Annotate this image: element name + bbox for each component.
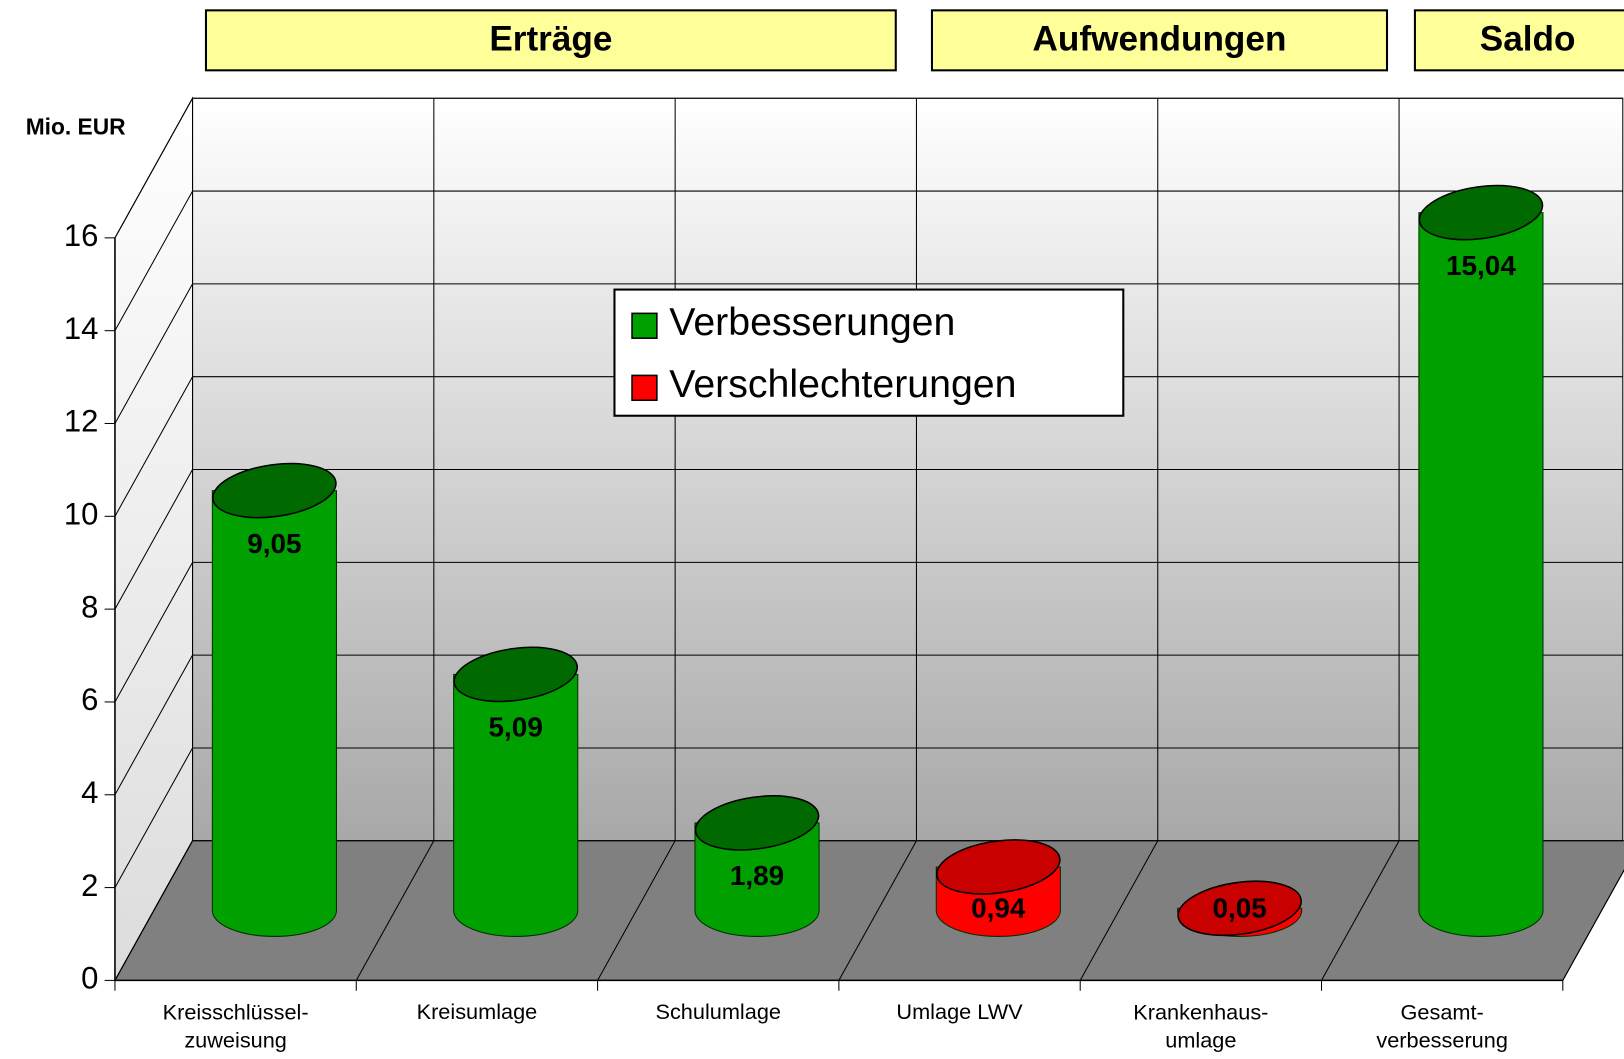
grid-line bbox=[114, 97, 193, 239]
cylinder-top bbox=[694, 795, 820, 851]
legend-swatch bbox=[631, 374, 658, 402]
floor-divider bbox=[1079, 840, 1159, 981]
group-header-box bbox=[204, 9, 897, 72]
y-tick-label: 10 bbox=[64, 497, 99, 532]
value-label: 0,94 bbox=[971, 892, 1026, 923]
group-header: Aufwendungen bbox=[1033, 20, 1287, 59]
x-tick-label: Krankenhaus-umlage bbox=[1133, 999, 1268, 1052]
x-tick-label: Kreisschlüssel-zuweisung bbox=[163, 999, 309, 1052]
group-header: Erträge bbox=[489, 20, 612, 59]
grid-line bbox=[114, 190, 193, 331]
y-tick-label: 2 bbox=[81, 868, 98, 903]
y-tick-label: 12 bbox=[64, 404, 99, 439]
cylinder bbox=[211, 490, 337, 937]
cylinder bbox=[1418, 212, 1544, 937]
grid-line bbox=[114, 654, 193, 796]
x-tick-label: Kreisumlage bbox=[417, 999, 538, 1024]
grid-line bbox=[114, 747, 193, 888]
legend-swatch bbox=[631, 312, 658, 339]
value-label: 15,04 bbox=[1446, 250, 1516, 281]
y-tick-label: 14 bbox=[64, 311, 99, 346]
floor bbox=[114, 840, 1624, 981]
y-axis-label: Mio. EUR bbox=[26, 113, 126, 139]
cylinder-top bbox=[453, 646, 579, 703]
value-label: 1,89 bbox=[730, 860, 784, 891]
grid-line bbox=[114, 283, 193, 424]
cylinder-top bbox=[1177, 880, 1302, 937]
floor-divider bbox=[355, 840, 435, 981]
value-label: 9,05 bbox=[247, 528, 301, 559]
group-header-box bbox=[930, 9, 1389, 72]
legend: Verbesserungen Verschlechterungen bbox=[613, 288, 1125, 417]
floor-divider bbox=[597, 840, 676, 981]
grid-line bbox=[114, 469, 193, 610]
grid-line bbox=[114, 840, 193, 981]
group-header: Saldo bbox=[1480, 20, 1576, 59]
y-tick-label: 16 bbox=[64, 218, 99, 253]
grid-line bbox=[114, 562, 193, 703]
cylinder-top bbox=[1418, 184, 1544, 241]
legend-label: Verbesserungen bbox=[669, 300, 955, 344]
cylinder-top bbox=[935, 839, 1061, 895]
y-tick-label: 8 bbox=[81, 589, 98, 624]
floor-divider bbox=[1321, 840, 1400, 981]
legend-box bbox=[613, 288, 1125, 417]
y-tick-label: 6 bbox=[81, 682, 98, 717]
cylinder bbox=[453, 673, 579, 937]
value-label: 5,09 bbox=[489, 712, 543, 743]
x-tick-label: Schulumlage bbox=[655, 999, 780, 1024]
floor-divider bbox=[1562, 869, 1624, 981]
floor-divider bbox=[838, 840, 917, 981]
grid-line bbox=[114, 376, 193, 517]
y-tick-label: 0 bbox=[81, 961, 98, 996]
y-tick-label: 4 bbox=[81, 775, 98, 810]
cylinder bbox=[694, 822, 820, 937]
legend-label: Verschlechterungen bbox=[669, 362, 1016, 406]
x-tick-label: Umlage LWV bbox=[896, 999, 1023, 1024]
cylinder-top bbox=[212, 462, 337, 519]
value-label: 0,05 bbox=[1212, 892, 1266, 923]
x-tick-label: Gesamt-verbesserung bbox=[1376, 999, 1508, 1052]
group-header-box bbox=[1413, 9, 1624, 72]
